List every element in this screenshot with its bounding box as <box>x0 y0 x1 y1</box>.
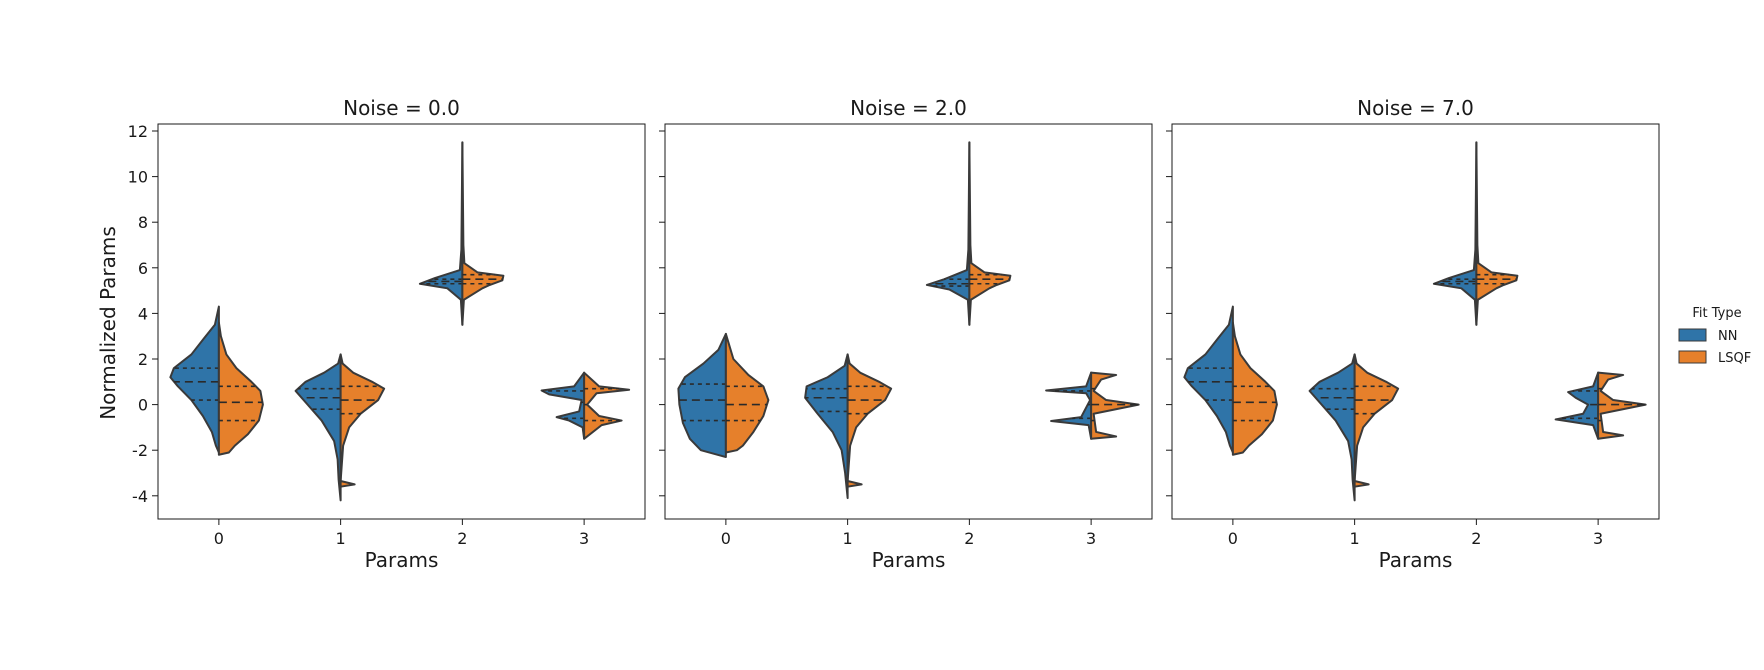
violin-half-nn <box>1554 371 1600 440</box>
plot-frame <box>1171 123 1660 520</box>
y-tick-label: 0 <box>138 396 148 415</box>
panel-title: Noise = 7.0 <box>1357 96 1474 120</box>
x-tick-label: 1 <box>843 529 853 548</box>
violin-half-nn <box>294 353 342 502</box>
violin-half-lsqf <box>339 353 386 488</box>
x-tick-label: 0 <box>214 529 224 548</box>
violin-lsqf-param-2 <box>461 141 505 326</box>
violin-lsqf-param-3 <box>583 371 631 440</box>
violin-lsqf-param-2 <box>968 141 1012 326</box>
legend-label-nn: NN <box>1718 329 1737 344</box>
x-tick-label: 1 <box>1350 529 1360 548</box>
y-axis-label: Normalized Params <box>96 226 120 420</box>
violin-nn-param-0 <box>677 332 727 459</box>
violin-nn-param-0 <box>1183 305 1234 454</box>
violin-lsqf-param-3 <box>1090 371 1140 440</box>
panel-title: Noise = 0.0 <box>343 96 460 120</box>
y-tick-label: -2 <box>132 441 148 460</box>
y-tick-label: 10 <box>128 168 148 187</box>
x-tick-label: 3 <box>579 529 589 548</box>
violin-half-nn <box>1183 305 1234 454</box>
legend-swatch-lsqf <box>1678 350 1707 364</box>
violin-lsqf-param-1 <box>1353 353 1400 488</box>
legend-title: Fit Type <box>1692 306 1741 321</box>
violin-nn-param-1 <box>804 353 849 500</box>
y-tick-label: 4 <box>138 304 148 323</box>
violin-lsqf-param-1 <box>846 353 893 488</box>
x-axis-label: Params <box>365 548 439 572</box>
violin-half-lsqf <box>1353 353 1400 488</box>
x-tick-label: 1 <box>336 529 346 548</box>
violin-half-lsqf <box>217 321 264 456</box>
y-tick-label: 6 <box>138 259 148 278</box>
x-tick-label: 0 <box>721 529 731 548</box>
violin-half-nn <box>540 371 586 440</box>
legend-swatch-nn <box>1678 328 1707 342</box>
panel-title: Noise = 2.0 <box>850 96 967 120</box>
violin-nn-param-1 <box>1308 353 1356 502</box>
violin-half-lsqf <box>1090 371 1140 440</box>
violin-nn-param-3 <box>540 371 586 440</box>
violin-half-lsqf <box>724 332 770 454</box>
x-tick-label: 2 <box>964 529 974 548</box>
x-tick-label: 0 <box>1228 529 1238 548</box>
violin-nn-param-3 <box>1554 371 1600 440</box>
x-tick-label: 2 <box>457 529 467 548</box>
legend: Fit Type NN LSQF <box>1678 306 1751 366</box>
x-tick-label: 3 <box>1086 529 1096 548</box>
violin-half-nn <box>677 332 727 459</box>
x-tick-label: 3 <box>1593 529 1603 548</box>
x-axis-label: Params <box>1379 548 1453 572</box>
violin-lsqf-param-1 <box>339 353 386 488</box>
y-tick-label: -4 <box>132 487 148 506</box>
panel-2: Noise = 7.0 0 1 2 3 Params <box>1166 96 1660 572</box>
plot-frame <box>157 123 646 520</box>
x-tick-label: 2 <box>1471 529 1481 548</box>
y-tick-label: 2 <box>138 350 148 369</box>
legend-label-lsqf: LSQF <box>1718 351 1751 366</box>
violin-lsqf-param-2 <box>1475 141 1519 326</box>
plot-frame <box>664 123 1153 520</box>
x-axis-label: Params <box>872 548 946 572</box>
y-tick-label: 12 <box>128 122 148 141</box>
y-tick-label: 8 <box>138 213 148 232</box>
violin-lsqf-param-0 <box>217 321 264 456</box>
violin-half-nn <box>1045 371 1093 440</box>
violin-lsqf-param-3 <box>1597 371 1647 440</box>
violin-half-nn <box>1308 353 1356 502</box>
violin-half-nn <box>169 305 220 454</box>
violin-nn-param-1 <box>294 353 342 502</box>
violin-nn-param-0 <box>169 305 220 454</box>
violin-lsqf-param-0 <box>1231 321 1278 456</box>
violin-half-lsqf <box>1597 371 1647 440</box>
violin-half-lsqf <box>846 353 893 488</box>
violin-lsqf-param-0 <box>724 332 770 454</box>
panel-1: Noise = 2.0 0 1 2 3 Params <box>659 96 1153 572</box>
violin-half-lsqf <box>1231 321 1278 456</box>
